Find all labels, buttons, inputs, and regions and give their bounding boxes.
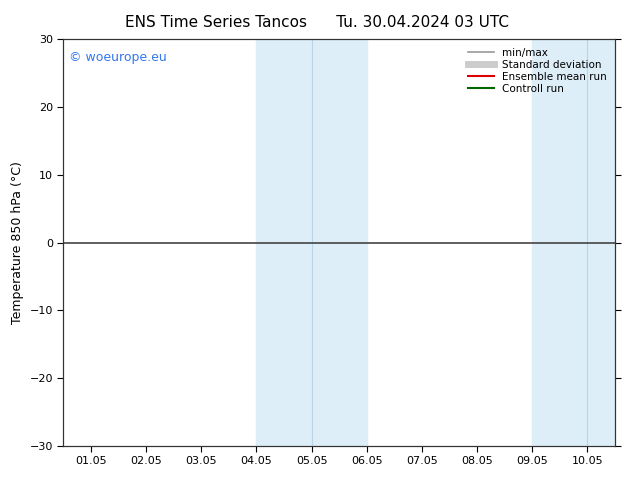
Y-axis label: Temperature 850 hPa (°C): Temperature 850 hPa (°C) (11, 161, 24, 324)
Bar (256, 39, 367, 446)
Text: ENS Time Series Tancos      Tu. 30.04.2024 03 UTC: ENS Time Series Tancos Tu. 30.04.2024 03… (125, 15, 509, 30)
Bar (533, 39, 615, 446)
Legend: min/max, Standard deviation, Ensemble mean run, Controll run: min/max, Standard deviation, Ensemble me… (464, 45, 610, 97)
Text: © woeurope.eu: © woeurope.eu (69, 51, 167, 64)
